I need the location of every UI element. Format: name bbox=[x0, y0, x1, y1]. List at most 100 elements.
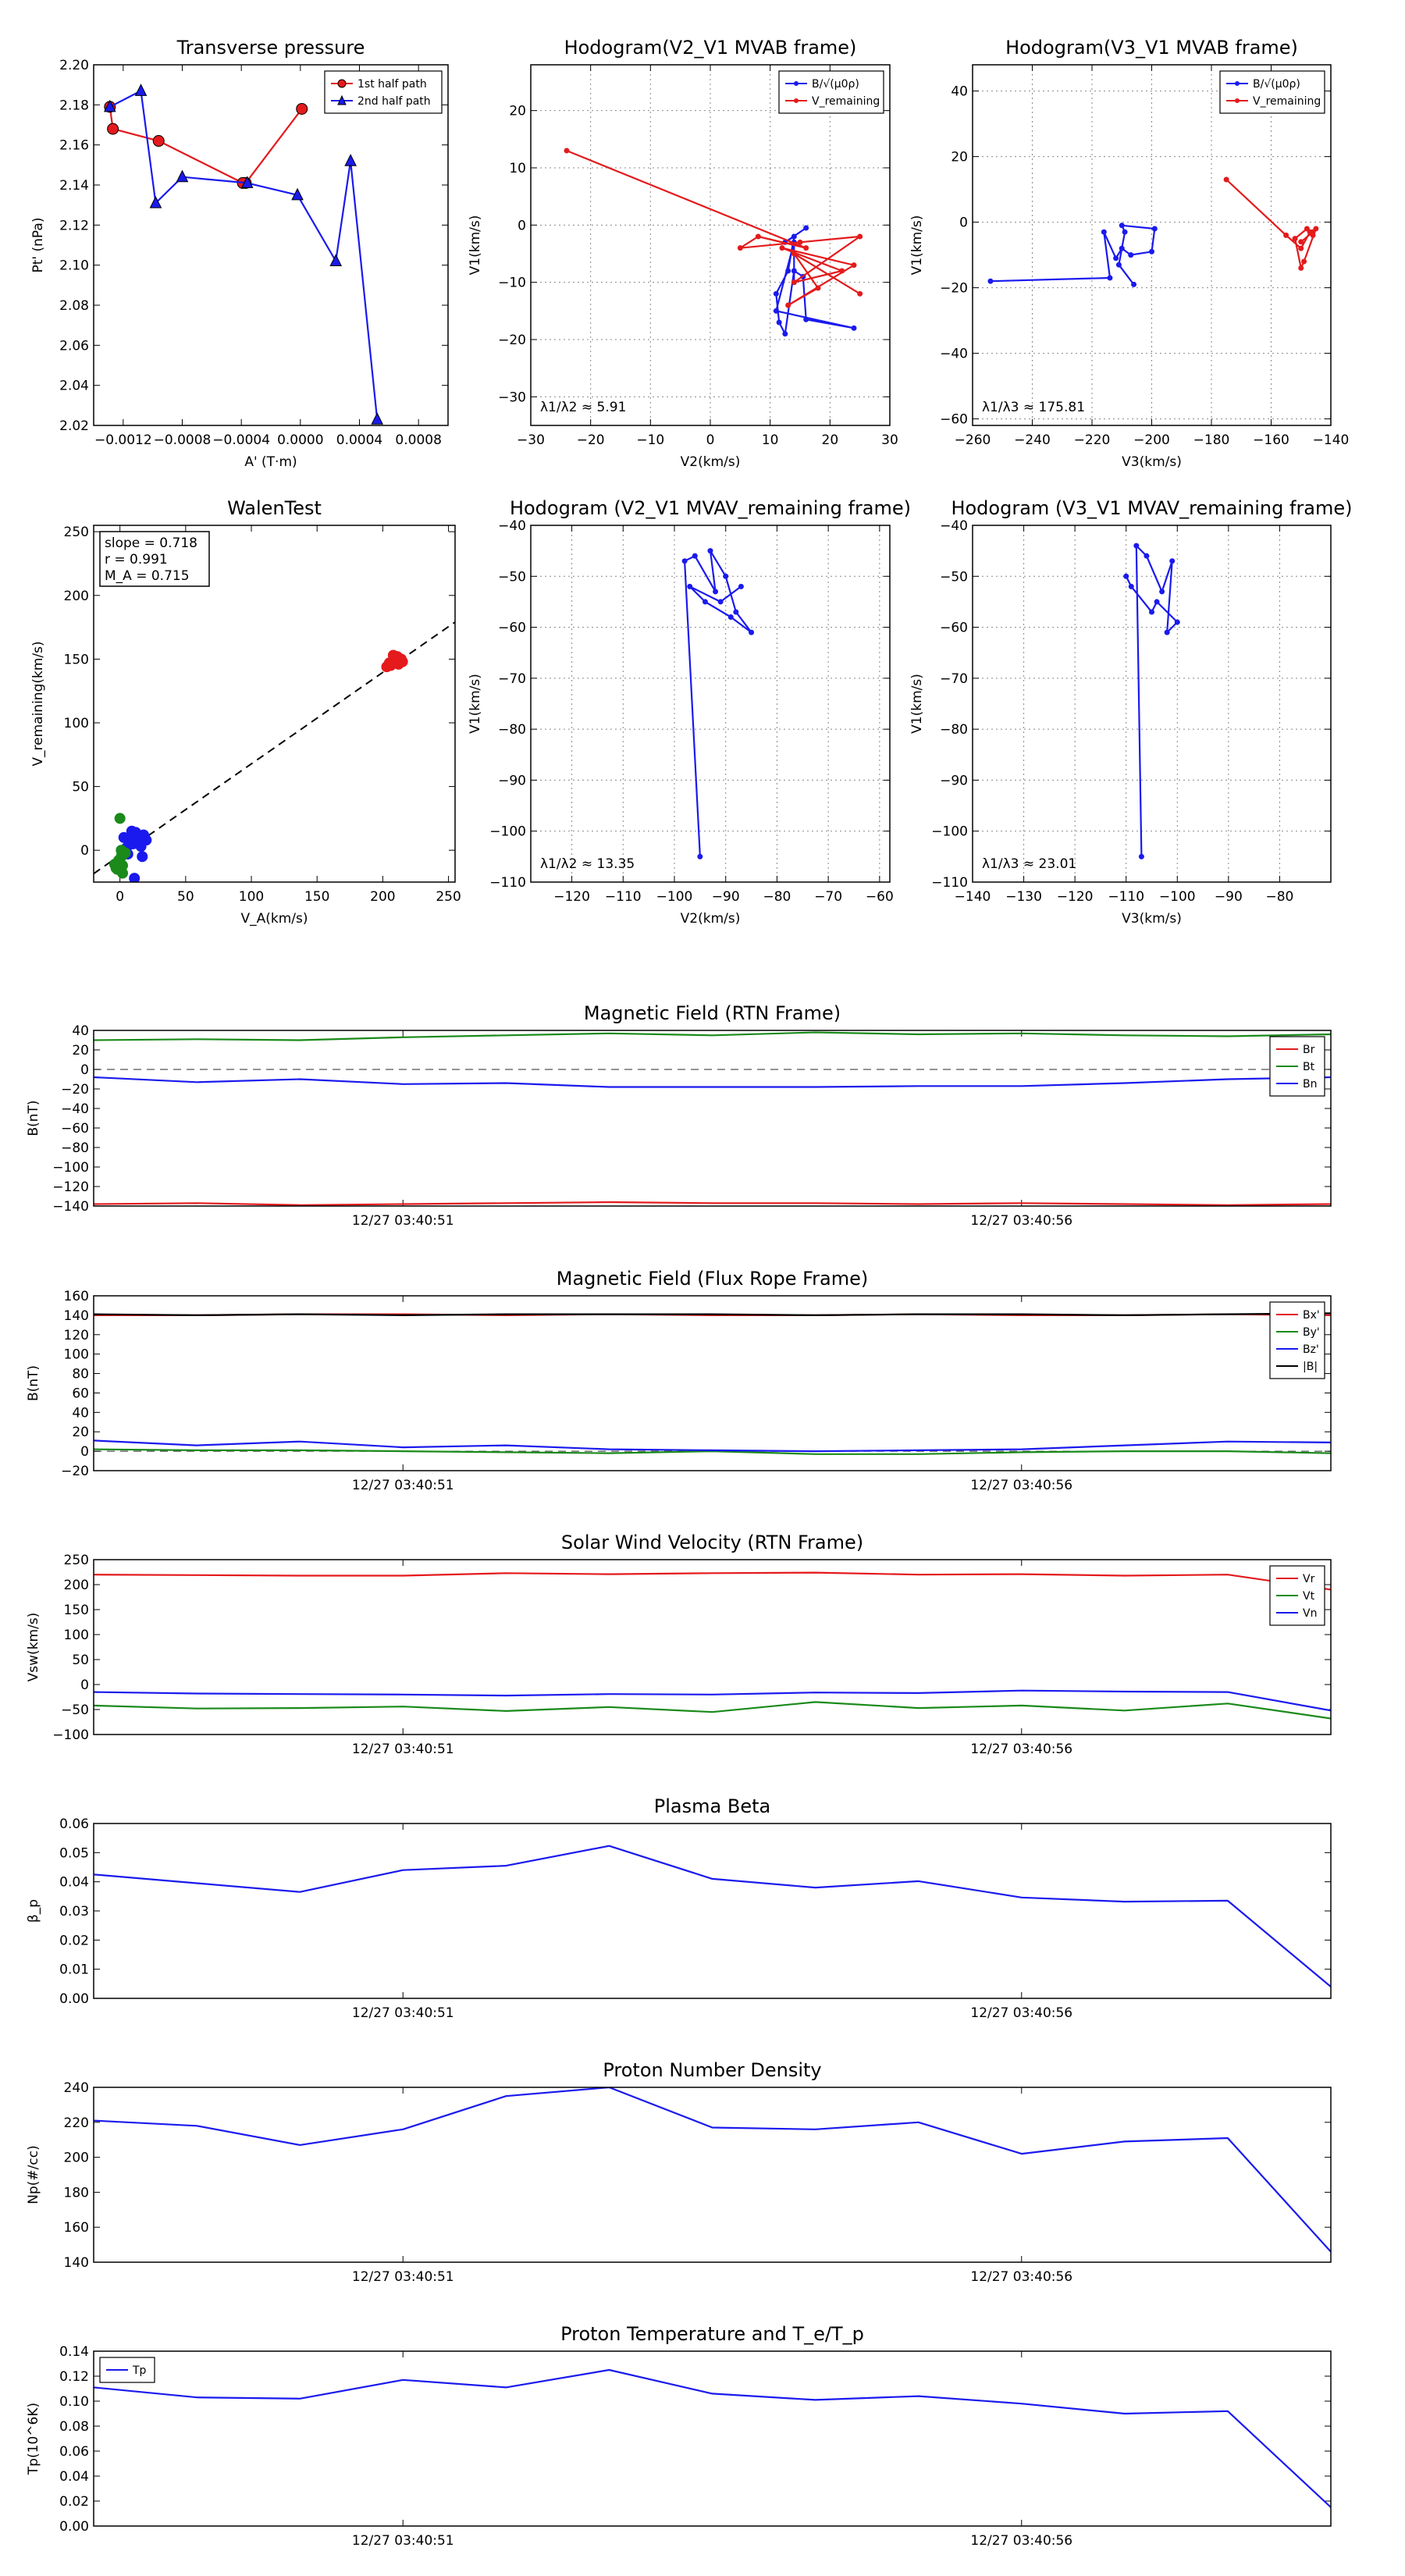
axes-frame bbox=[93, 2087, 1332, 2263]
data-point bbox=[687, 583, 693, 589]
y-tick-label: 150 bbox=[64, 1603, 89, 1618]
data-point bbox=[791, 279, 797, 286]
x-tick-label: 10 bbox=[762, 432, 779, 448]
legend-marker bbox=[794, 98, 799, 103]
series-line-Bt bbox=[94, 1031, 1331, 1041]
x-tick-label: 0.0004 bbox=[336, 432, 382, 448]
legend: B/√(μ0ρ) V_remaining bbox=[778, 70, 884, 114]
x-tick-label: −140 bbox=[1313, 432, 1350, 448]
data-point bbox=[1115, 262, 1122, 268]
x-tick-label: −0.0004 bbox=[212, 432, 270, 448]
data-point bbox=[791, 233, 797, 240]
chart-title: Plasma Beta bbox=[654, 1795, 770, 1817]
series-line-Vr bbox=[94, 1571, 1331, 1591]
y-axis-label: β_p bbox=[26, 1899, 41, 1923]
chart-panel-8: Solar Wind Velocity (RTN Frame) −100 −50 0 5… bbox=[26, 1532, 1332, 1757]
data-point bbox=[329, 254, 343, 267]
scatter-point-green bbox=[114, 813, 126, 824]
series-line-Tp bbox=[94, 2368, 1331, 2508]
y-axis-label: Np(#/cc) bbox=[26, 2145, 41, 2204]
y-tick-label: 20 bbox=[72, 1425, 89, 1440]
x-tick-label: −90 bbox=[712, 889, 740, 905]
y-tick-label: 200 bbox=[64, 589, 89, 604]
x-tick-label: −100 bbox=[1159, 889, 1196, 905]
x-tick-label: 0 bbox=[116, 889, 124, 905]
x-axis-label: V3(km/s) bbox=[1122, 454, 1182, 470]
data-point bbox=[1138, 853, 1144, 859]
y-tick-label: 0 bbox=[518, 218, 526, 233]
chart-title: Hodogram(V3_V1 MVAB frame) bbox=[1005, 37, 1298, 59]
chart-title: Proton Temperature and T_e/T_p bbox=[560, 2323, 864, 2345]
ratio-annotation: λ1/λ2 ≈ 13.35 bbox=[540, 856, 635, 872]
plot-area bbox=[94, 1845, 1331, 1987]
legend-label: Vt bbox=[1303, 1590, 1315, 1603]
y-tick-label: 0.06 bbox=[59, 1816, 89, 1832]
y-tick-label: 0.12 bbox=[59, 2369, 89, 2385]
legend-label: Br bbox=[1303, 1044, 1315, 1056]
series-line-B bbox=[683, 550, 752, 857]
chart-panel-5: Hodogram (V3_V1 MVAV_remaining frame) −11… bbox=[909, 497, 1353, 927]
legend-label: V_remaining bbox=[812, 95, 880, 108]
scatter-point-blue bbox=[126, 825, 137, 837]
axes-frame bbox=[530, 64, 891, 426]
y-tick-label: 160 bbox=[64, 1289, 89, 1304]
ratio-annotation: λ1/λ3 ≈ 175.81 bbox=[982, 400, 1085, 415]
y-tick-label: −100 bbox=[931, 824, 968, 840]
data-point bbox=[1144, 553, 1150, 559]
y-tick-label: 0.02 bbox=[59, 2494, 89, 2510]
y-axis-label: B(nT) bbox=[26, 1365, 41, 1401]
plot-area bbox=[94, 1031, 1331, 1206]
y-tick-label: 40 bbox=[72, 1023, 89, 1039]
legend: Br Bt Bn bbox=[1269, 1036, 1325, 1097]
x-tick-label: −30 bbox=[517, 432, 545, 448]
fit-line bbox=[94, 621, 455, 874]
x-tick-label: −200 bbox=[1133, 432, 1170, 448]
series-line-Np bbox=[94, 2087, 1331, 2253]
x-axis-label: V2(km/s) bbox=[681, 454, 741, 470]
legend-label: V_remaining bbox=[1253, 95, 1321, 108]
y-axis-label: V1(km/s) bbox=[468, 215, 483, 276]
legend-label: |B| bbox=[1303, 1361, 1318, 1373]
series-line-By' bbox=[94, 1448, 1331, 1455]
data-point bbox=[149, 195, 162, 208]
y-tick-label: 100 bbox=[64, 716, 89, 731]
y-tick-label: 0.04 bbox=[59, 1875, 89, 1891]
data-point bbox=[857, 233, 863, 240]
plot-area bbox=[564, 148, 863, 337]
data-point bbox=[773, 290, 779, 297]
y-tick-label: 2.14 bbox=[59, 178, 89, 194]
y-tick-label: −110 bbox=[931, 875, 968, 891]
data-point bbox=[1119, 245, 1125, 251]
scatter-point-green bbox=[108, 859, 120, 870]
chart-title: Hodogram (V3_V1 MVAV_remaining frame) bbox=[951, 497, 1352, 519]
data-point bbox=[1113, 255, 1119, 262]
legend-label: Bn bbox=[1303, 1078, 1317, 1091]
axes-frame bbox=[93, 2350, 1332, 2527]
y-tick-label: 120 bbox=[64, 1328, 89, 1343]
y-tick-label: 20 bbox=[951, 150, 968, 165]
x-tick-label: 12/27 03:40:56 bbox=[970, 1742, 1072, 1757]
legend-label: Vn bbox=[1303, 1607, 1317, 1620]
y-tick-label: −100 bbox=[52, 1727, 89, 1743]
data-point bbox=[733, 609, 739, 615]
x-tick-label: −10 bbox=[636, 432, 664, 448]
data-point bbox=[296, 102, 308, 115]
x-tick-label: 12/27 03:40:51 bbox=[352, 1742, 454, 1757]
legend-label: Tp bbox=[132, 2364, 147, 2377]
y-tick-label: −80 bbox=[61, 1140, 89, 1156]
x-tick-label: 12/27 03:40:56 bbox=[970, 2533, 1072, 2549]
scatter-point-green bbox=[117, 867, 129, 879]
data-point bbox=[1164, 629, 1170, 635]
y-axis-label: Vsw(km/s) bbox=[26, 1613, 41, 1682]
legend-marker bbox=[794, 81, 799, 86]
data-point bbox=[1298, 265, 1304, 271]
x-tick-label: 12/27 03:40:56 bbox=[970, 2005, 1072, 2021]
legend-label: 1st half path bbox=[357, 78, 427, 91]
series-line-Bz' bbox=[94, 1439, 1331, 1453]
legend-label: B/√(μ0ρ) bbox=[1253, 78, 1300, 91]
legend-label: Bz' bbox=[1303, 1343, 1319, 1356]
data-point bbox=[1223, 176, 1229, 183]
x-tick-label: 0 bbox=[706, 432, 715, 448]
y-tick-label: 50 bbox=[72, 780, 89, 795]
